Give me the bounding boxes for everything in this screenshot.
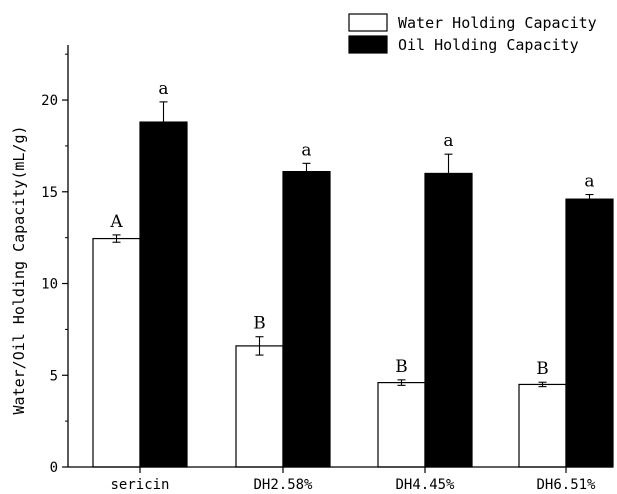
oil-holding-bar <box>139 121 188 468</box>
y-tick-label: 15 <box>41 185 58 201</box>
legend-label: Water Holding Capacity <box>398 14 597 32</box>
axes: 0 5 10 15 20 sericin DH2.58% DH4.45% DH6.51% <box>41 45 613 493</box>
y-tick-label: 10 <box>41 277 58 293</box>
y-tick-label: 20 <box>41 93 58 109</box>
y-tick-label: 5 <box>50 368 58 384</box>
water-holding-bar <box>92 237 141 468</box>
oil-holding-bar <box>424 172 473 468</box>
legend-swatch-water <box>348 13 388 32</box>
water-holding-bar <box>235 345 284 468</box>
x-tick-label: DH6.51% <box>536 477 596 493</box>
legend-label: Oil Holding Capacity <box>398 36 579 54</box>
significance-label: B <box>395 357 408 377</box>
significance-label: a <box>443 131 453 151</box>
water-holding-bar <box>377 382 426 468</box>
significance-label: A <box>109 212 123 232</box>
plot-area: Aa Ba Ba Ba <box>92 79 614 468</box>
y-axis-title: Water/Oil Holding Capacity(mL/g) <box>10 126 28 415</box>
x-tick-label: DH2.58% <box>253 477 313 493</box>
significance-label: a <box>584 172 594 192</box>
legend-swatch-oil <box>348 35 388 54</box>
oil-holding-bar <box>565 198 614 468</box>
legend: Water Holding Capacity Oil Holding Capaci… <box>348 13 597 54</box>
x-tick-label: sericin <box>110 477 169 493</box>
significance-label: a <box>301 140 311 160</box>
oil-holding-bar <box>282 171 331 468</box>
y-tick-label: 0 <box>50 460 58 476</box>
significance-label: a <box>158 79 168 99</box>
water-holding-bar <box>518 383 567 468</box>
significance-label: B <box>253 314 266 334</box>
x-tick-label: DH4.45% <box>395 477 455 493</box>
significance-label: B <box>536 359 549 379</box>
